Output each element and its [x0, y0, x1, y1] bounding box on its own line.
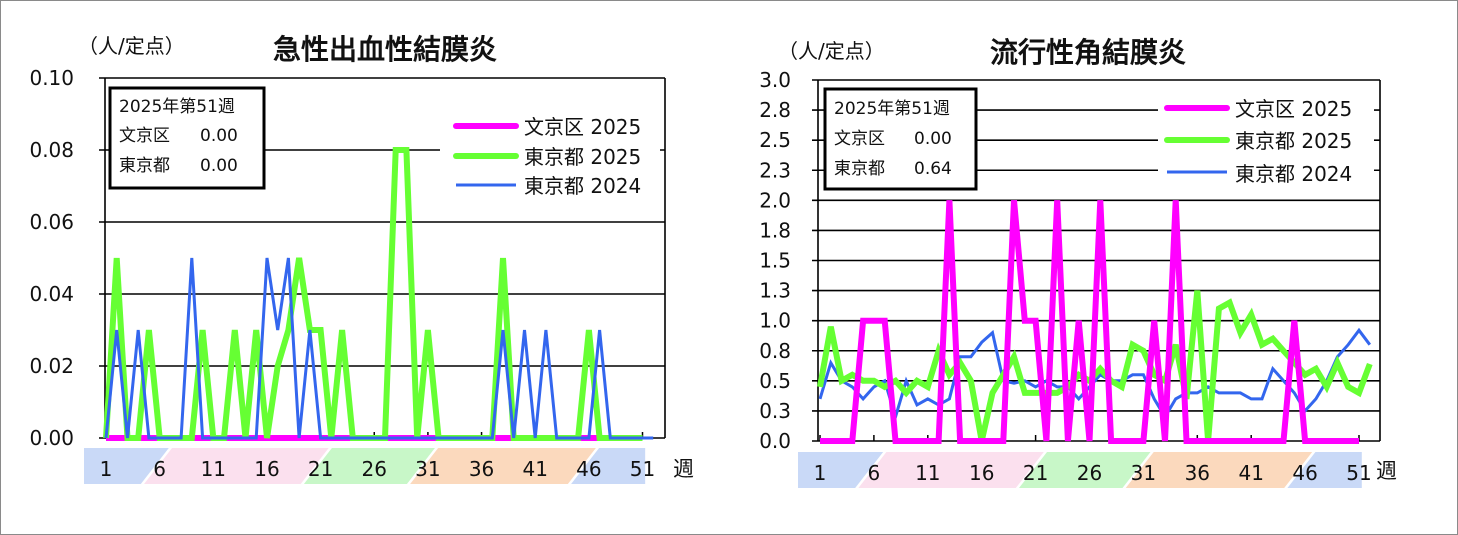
- y-tick-label: 0.04: [29, 282, 74, 306]
- legend-label-tokyo-2025: 東京都 2025: [1235, 129, 1352, 153]
- y-tick-label: 2.3: [759, 158, 791, 182]
- legend-label-tokyo-2024: 東京都 2024: [1235, 162, 1352, 186]
- x-tick-label: 11: [915, 461, 940, 485]
- info-box: [108, 86, 266, 190]
- x-tick-label: 26: [1077, 461, 1102, 485]
- y-tick-label: 3.0: [759, 68, 791, 92]
- x-tick-label: 1: [100, 457, 113, 481]
- y-tick-label: 0.10: [29, 66, 74, 90]
- legend-label-bunkyo-2025: 文京区 2025: [1235, 97, 1352, 121]
- legend-label-tokyo-2024: 東京都 2024: [524, 174, 641, 198]
- season-band-winter-start: [84, 448, 169, 484]
- y-tick-label: 0.00: [29, 426, 74, 450]
- x-tick-label: 51: [1346, 461, 1371, 485]
- y-axis-ticks: 0.0 0.3 0.5 0.8 1.0 1.3 1.5 1.8 2.0 2.3 2.5 2.8 3.0: [759, 68, 791, 453]
- y-tick-label: 2.5: [759, 128, 791, 152]
- season-band-winter-start: [798, 452, 884, 488]
- info-box-tokyo-label: 東京都: [834, 159, 885, 179]
- x-tick-label: 36: [469, 457, 494, 481]
- season-band-winter-end: [571, 448, 646, 484]
- info-box-bunkyo-value: 0.00: [200, 126, 238, 146]
- y-tick-label: 1.3: [759, 279, 791, 303]
- x-tick-label: 41: [522, 457, 547, 481]
- chart-title: 流行性角結膜炎: [990, 36, 1186, 69]
- x-tick-label: 31: [415, 457, 440, 481]
- x-tick-label: 21: [308, 457, 333, 481]
- chart-acute-hemorrhagic-conjunctivitis: （人/定点） 急性出血性結膜炎 0.00 0.02 0.04 0.06 0.08 0.10…: [29, 33, 694, 484]
- x-unit-label: 週: [1376, 459, 1397, 483]
- legend-label-bunkyo-2025: 文京区 2025: [524, 115, 641, 139]
- season-band-winter-end: [1287, 452, 1362, 488]
- chart-epidemic-keratoconjunctivitis: （人/定点） 流行性角結膜炎 0.0 0.3 0.5 0.8 1.0 1.3 1.5 1.8 2…: [759, 36, 1397, 488]
- y-unit-label: （人/定点）: [778, 39, 885, 63]
- x-tick-label: 26: [362, 457, 387, 481]
- series-line-東京都-2024: [104, 257, 654, 440]
- season-band-autumn: [1125, 452, 1313, 488]
- info-box-week: 2025年第51週: [119, 97, 235, 117]
- y-tick-label: 1.5: [759, 249, 791, 273]
- info-box-week: 2025年第51週: [834, 99, 950, 119]
- y-axis-ticks: 0.00 0.02 0.04 0.06 0.08 0.10: [29, 66, 74, 450]
- y-tick-label: 1.8: [759, 218, 791, 242]
- x-tick-label: 16: [254, 457, 279, 481]
- season-band-summer: [1019, 452, 1151, 488]
- y-tick-label: 0.08: [29, 138, 74, 162]
- info-box-bunkyo-label: 文京区: [119, 126, 170, 146]
- data-lines: [103, 147, 654, 441]
- x-tick-label: 36: [1185, 461, 1210, 485]
- x-tick-label: 1: [814, 461, 827, 485]
- y-tick-label: 0.02: [29, 354, 74, 378]
- y-tick-label: 1.0: [759, 309, 791, 333]
- info-box-tokyo-label: 東京都: [119, 156, 170, 176]
- x-tick-label: 46: [576, 457, 601, 481]
- y-tick-label: 2.0: [759, 188, 791, 212]
- x-axis-ticks: 1 6 11 16 21 26 31 36 41 46 51: [100, 457, 656, 481]
- x-tick-label: 11: [201, 457, 226, 481]
- x-tick-label: 51: [630, 457, 655, 481]
- info-box-tokyo-value: 0.64: [914, 159, 952, 179]
- info-box: [823, 87, 978, 191]
- season-band-spring: [144, 448, 329, 484]
- info-box-bunkyo-value: 0.00: [914, 129, 952, 149]
- x-axis-ticks: 1 6 11 16 21 26 31 36 41 46 51: [814, 461, 1372, 485]
- y-tick-label: 2.8: [759, 98, 791, 122]
- legend: 文京区 2025 東京都 2025 東京都 2024: [440, 112, 660, 198]
- legend-label-tokyo-2025: 東京都 2025: [524, 145, 641, 169]
- season-band-summer: [303, 448, 435, 484]
- y-tick-label: 0.3: [759, 399, 791, 423]
- legend: 文京区 2025 東京都 2025 東京都 2024: [1158, 92, 1374, 190]
- chart-title: 急性出血性結膜炎: [273, 33, 497, 66]
- y-unit-label: （人/定点）: [78, 34, 185, 58]
- y-tick-label: 0.06: [29, 210, 74, 234]
- x-tick-label: 21: [1023, 461, 1048, 485]
- x-tick-label: 6: [153, 457, 166, 481]
- data-lines: [817, 200, 1373, 444]
- x-tick-label: 31: [1131, 461, 1156, 485]
- season-band-autumn: [410, 448, 596, 484]
- info-box-tokyo-value: 0.00: [200, 156, 238, 176]
- y-tick-label: 0.0: [759, 429, 791, 453]
- info-box-bunkyo-label: 文京区: [834, 129, 885, 149]
- x-tick-label: 41: [1238, 461, 1263, 485]
- y-tick-label: 0.5: [759, 369, 791, 393]
- x-unit-label: 週: [673, 457, 694, 481]
- y-tick-label: 0.8: [759, 339, 791, 363]
- x-tick-label: 46: [1292, 461, 1317, 485]
- series-line-文京区-2025: [820, 200, 1359, 444]
- season-bands: [798, 452, 1362, 488]
- x-tick-label: 6: [868, 461, 881, 485]
- season-band-spring: [858, 452, 1044, 488]
- x-tick-label: 16: [969, 461, 994, 485]
- season-bands: [84, 448, 646, 484]
